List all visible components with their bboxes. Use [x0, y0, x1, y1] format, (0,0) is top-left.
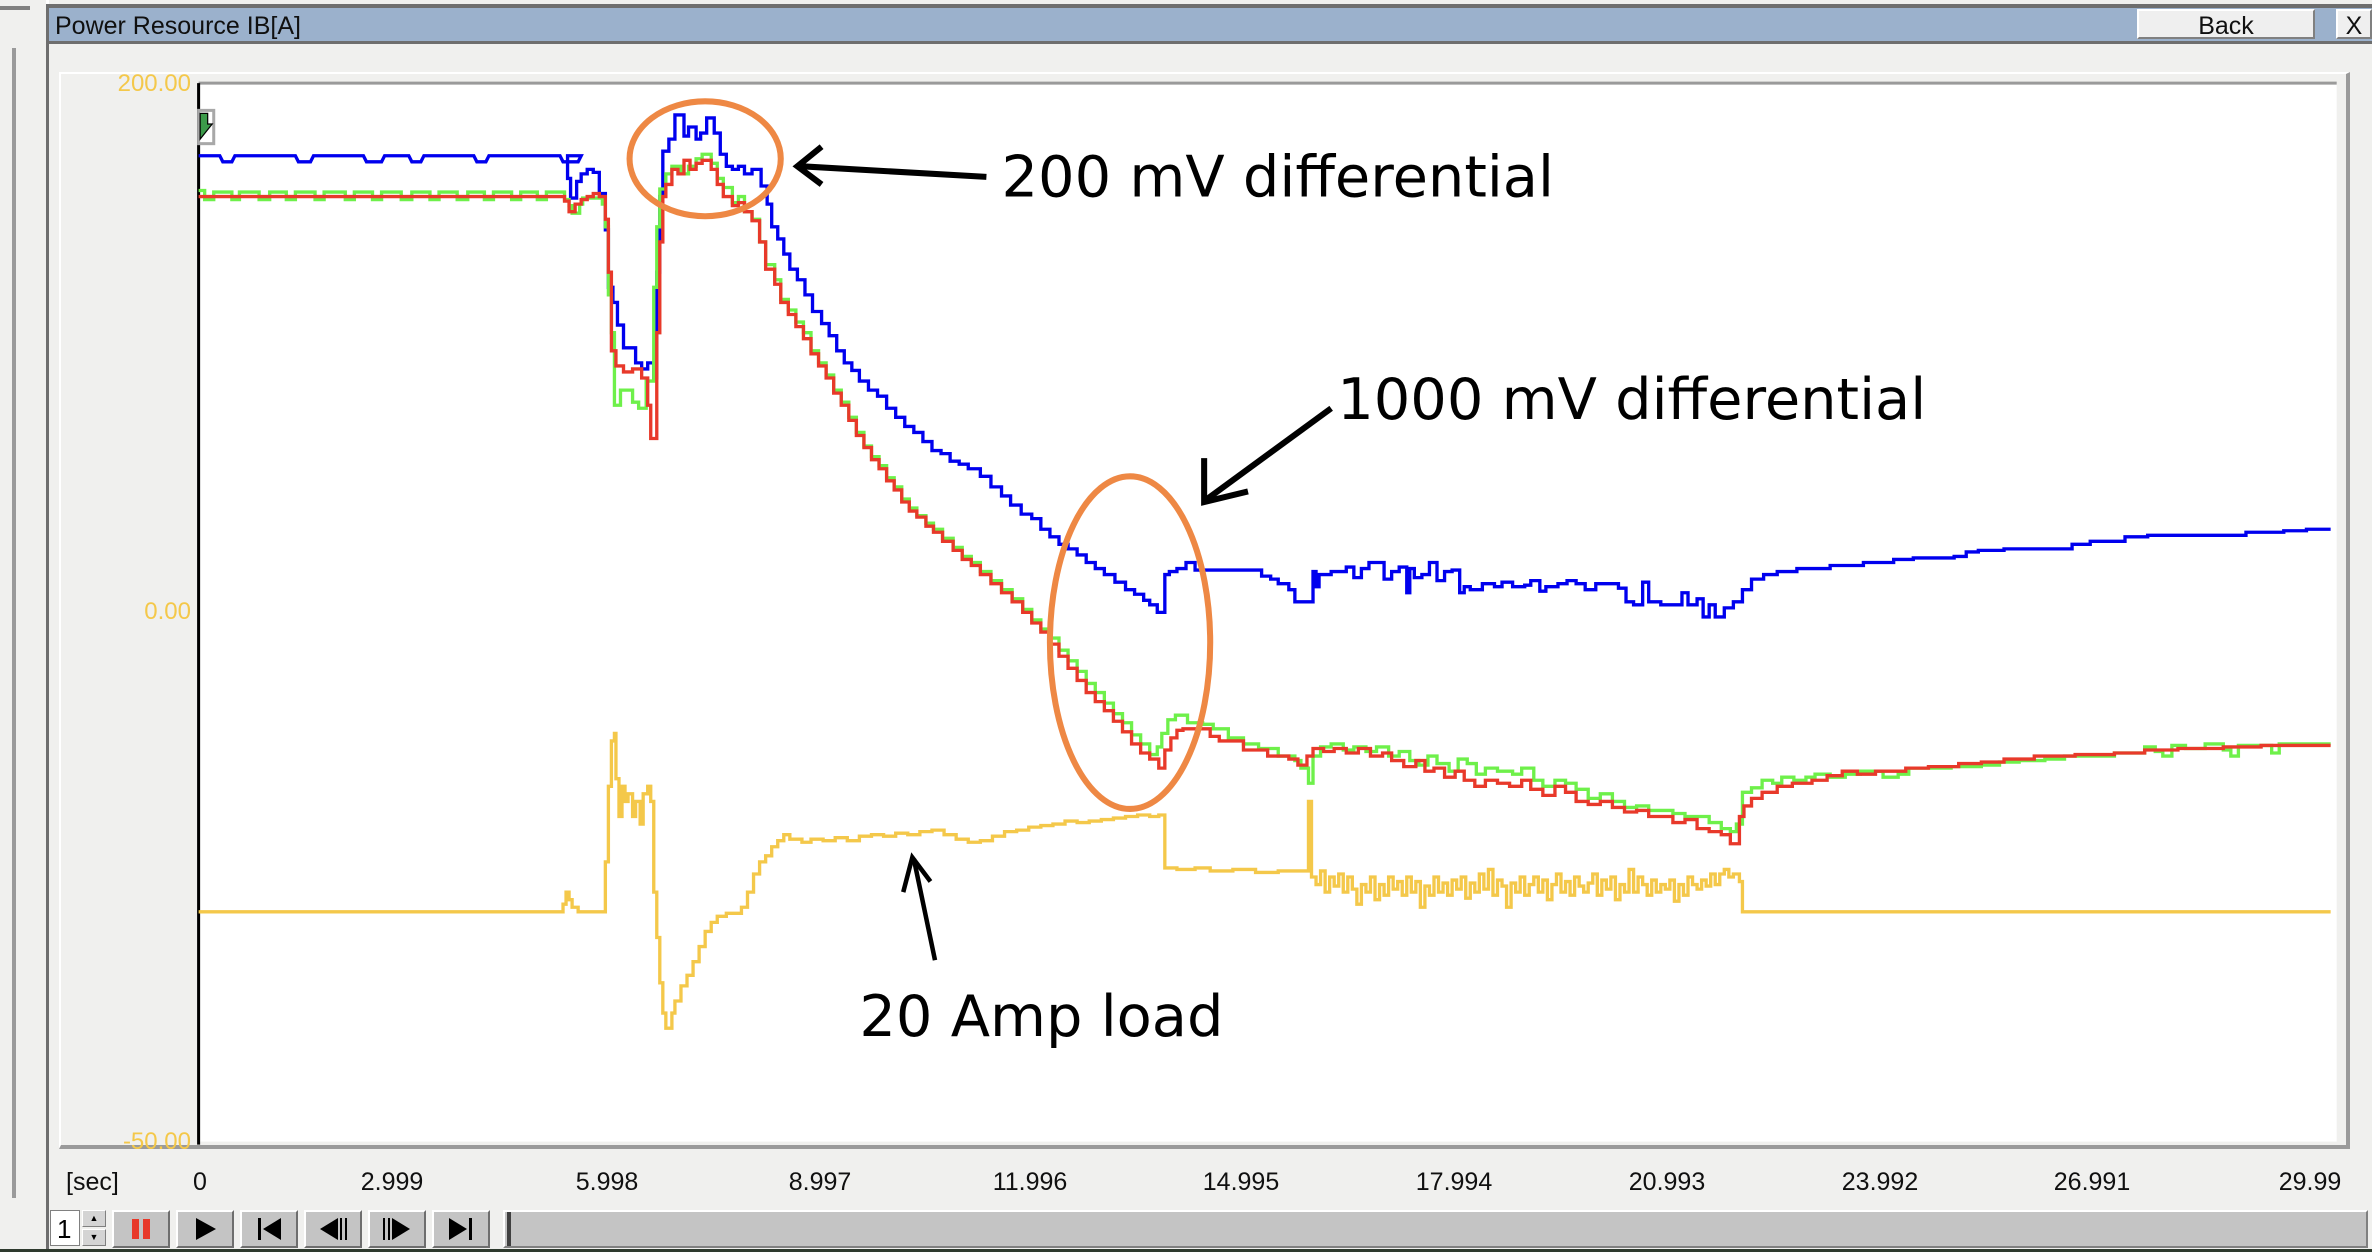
- step-back-button[interactable]: [304, 1210, 362, 1248]
- annotation-arrow-200mv: [801, 163, 987, 180]
- back-button[interactable]: Back: [2137, 9, 2315, 40]
- x-tick-label: 23.992: [1841, 1168, 1919, 1196]
- pause-icon: [132, 1219, 150, 1239]
- blue-trace: [198, 113, 2331, 619]
- title-bar: Power Resource IB[A] Back X: [49, 8, 2372, 44]
- x-tick-label: 11.996: [992, 1168, 1068, 1196]
- step-forward-button[interactable]: [368, 1210, 426, 1248]
- step-forward-icon: [383, 1218, 410, 1240]
- spin-up-button[interactable]: ▲: [82, 1210, 106, 1227]
- plot-frame: [59, 72, 2350, 1149]
- x-tick-label: 0: [193, 1168, 207, 1196]
- skip-to-end-icon: [449, 1218, 472, 1240]
- close-button[interactable]: X: [2336, 9, 2372, 40]
- x-axis-unit-label: [sec]: [66, 1168, 119, 1196]
- skip-to-start-button[interactable]: [240, 1210, 298, 1248]
- page-number-input[interactable]: 1: [50, 1210, 80, 1246]
- cursor-marker-icon[interactable]: [197, 108, 216, 146]
- y-tick-label: -50.00: [122, 1128, 191, 1155]
- window-title: Power Resource IB[A]: [55, 12, 301, 40]
- pause-button[interactable]: [112, 1210, 170, 1248]
- annotation-ellipse-200mv: [626, 98, 784, 220]
- skip-to-start-icon: [258, 1218, 281, 1240]
- x-tick-label: 8.997: [788, 1168, 852, 1196]
- spin-down-button[interactable]: ▼: [82, 1229, 106, 1246]
- plot-area: [198, 83, 2337, 1142]
- x-tick-label: 14.995: [1202, 1168, 1280, 1196]
- yellow-trace: [198, 731, 2331, 1030]
- x-tick-label: 2.999: [360, 1168, 424, 1196]
- y-tick-label: 0.00: [144, 598, 191, 625]
- left-panel-topline: [0, 6, 30, 10]
- skip-to-end-button[interactable]: [432, 1210, 490, 1248]
- left-panel-splitter[interactable]: [12, 48, 16, 1198]
- play-button[interactable]: [176, 1210, 234, 1248]
- red-trace: [198, 158, 2331, 846]
- y-tick-label: 200.00: [117, 70, 191, 97]
- annotation-arrow-1000mv: [1205, 405, 1333, 502]
- play-icon: [196, 1218, 216, 1240]
- x-tick-label: 17.994: [1415, 1168, 1493, 1196]
- annotation-text-20amp: 20 Amp load: [859, 983, 1223, 1050]
- step-back-icon: [320, 1218, 347, 1240]
- annotation-text-200mv: 200 mV differential: [1002, 144, 1554, 211]
- bottom-border: [0, 1249, 2372, 1252]
- chart-window: Power Resource IB[A] Back X: [46, 4, 2372, 1252]
- timeline-scrollbar[interactable]: [503, 1210, 2368, 1248]
- annotation-text-1000mv: 1000 mV differential: [1337, 366, 1926, 433]
- annotation-arrow-20amp: [911, 858, 938, 961]
- timeline-scroll-thumb[interactable]: [507, 1212, 511, 1246]
- x-tick-label: 5.998: [575, 1168, 639, 1196]
- playback-toolbar: 1 ▲ ▼: [46, 1207, 2372, 1252]
- x-tick-label: 29.99: [2278, 1168, 2342, 1196]
- annotation-ellipse-1000mv: [1046, 473, 1214, 812]
- x-tick-label: 26.991: [2053, 1168, 2131, 1196]
- x-tick-label: 20.993: [1628, 1168, 1706, 1196]
